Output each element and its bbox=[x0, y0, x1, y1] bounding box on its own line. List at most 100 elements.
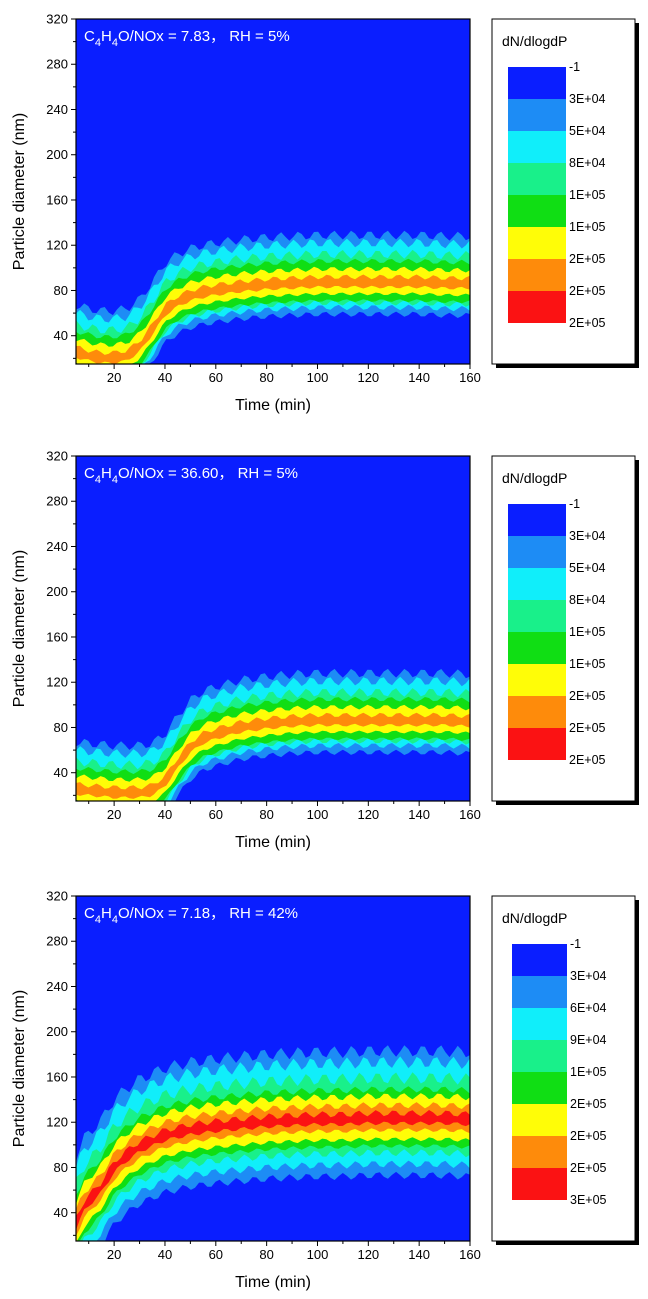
legend-label: 6E+04 bbox=[570, 1001, 607, 1015]
legend-label: 3E+05 bbox=[570, 1193, 607, 1207]
legend-label: 1E+05 bbox=[569, 220, 606, 234]
legend-label: 1E+05 bbox=[570, 1065, 607, 1079]
legend-swatch-8 bbox=[508, 291, 566, 323]
legend-swatch-5 bbox=[508, 195, 566, 227]
annotation-rest: O/NOx = 7.18， RH = 42% bbox=[118, 905, 298, 922]
legend-label: 5E+04 bbox=[569, 561, 606, 575]
x-tick-label: 160 bbox=[459, 1247, 481, 1262]
x-axis-label: Time (min) bbox=[235, 834, 311, 851]
legend-swatch-7 bbox=[508, 259, 566, 291]
x-axis-label: Time (min) bbox=[235, 397, 311, 414]
contour-level-5 bbox=[76, 704, 470, 801]
plot-frame bbox=[75, 18, 471, 365]
legend-swatch-7 bbox=[508, 696, 566, 728]
legend-swatch-6 bbox=[512, 1104, 567, 1136]
y-tick-label: 120 bbox=[46, 238, 68, 253]
x-tick-label: 160 bbox=[459, 370, 481, 385]
x-tick-label: 40 bbox=[158, 1247, 172, 1262]
x-tick-label: 80 bbox=[259, 807, 273, 822]
y-tick-label: 280 bbox=[46, 934, 68, 949]
x-tick-label: 60 bbox=[209, 1247, 223, 1262]
legend-label: 2E+05 bbox=[569, 284, 606, 298]
legend-swatch-4 bbox=[508, 163, 566, 195]
y-tick-label: 200 bbox=[46, 1024, 68, 1039]
legend-swatch-2 bbox=[508, 536, 566, 568]
legend-swatch-7 bbox=[512, 1136, 567, 1168]
legend-label: 2E+05 bbox=[570, 1097, 607, 1111]
legend-swatch-3 bbox=[508, 568, 566, 600]
x-tick-label: 100 bbox=[307, 807, 329, 822]
contour-field bbox=[76, 1045, 470, 1241]
annotation-sub1: 4 bbox=[95, 474, 101, 486]
y-tick-label: 80 bbox=[54, 1160, 68, 1175]
y-tick-label: 160 bbox=[46, 192, 68, 207]
contour-field bbox=[76, 230, 470, 364]
legend-swatch-6 bbox=[508, 227, 566, 259]
legend-swatch-6 bbox=[508, 664, 566, 696]
legend-label: 3E+04 bbox=[570, 969, 607, 983]
x-tick-label: 140 bbox=[408, 807, 430, 822]
y-tick-label: 80 bbox=[54, 720, 68, 735]
y-tick-label: 240 bbox=[46, 979, 68, 994]
y-tick-label: 40 bbox=[54, 765, 68, 780]
legend-swatch-1 bbox=[508, 504, 566, 536]
x-tick-label: 100 bbox=[307, 370, 329, 385]
y-tick-label: 320 bbox=[46, 449, 68, 464]
legend-swatch-3 bbox=[508, 131, 566, 163]
y-tick-label: 160 bbox=[46, 629, 68, 644]
y-tick-label: 240 bbox=[46, 539, 68, 554]
legend-swatch-8 bbox=[508, 728, 566, 760]
y-tick-label: 80 bbox=[54, 283, 68, 298]
annotation-rest: O/NOx = 7.83， RH = 5% bbox=[118, 28, 290, 45]
legend-swatch-5 bbox=[508, 632, 566, 664]
legend-swatch-2 bbox=[508, 99, 566, 131]
annotation-base: C bbox=[84, 465, 95, 482]
legend-swatch-2 bbox=[512, 976, 567, 1008]
y-tick-label: 160 bbox=[46, 1069, 68, 1084]
legend-label: 2E+05 bbox=[569, 753, 606, 767]
y-tick-label: 280 bbox=[46, 57, 68, 72]
legend-label: 2E+05 bbox=[569, 316, 606, 330]
legend-label: 1E+05 bbox=[569, 625, 606, 639]
x-tick-label: 20 bbox=[107, 370, 121, 385]
legend-label: 2E+05 bbox=[569, 689, 606, 703]
legend-label: -1 bbox=[570, 937, 581, 951]
annotation-base: C bbox=[84, 905, 95, 922]
contour-level-7 bbox=[76, 1110, 470, 1231]
condition-annotation: C4H4O/NOx = 7.18， RH = 42% bbox=[84, 905, 298, 926]
legend-swatch-1 bbox=[508, 67, 566, 99]
legend-label: 8E+04 bbox=[569, 156, 606, 170]
y-tick-label: 280 bbox=[46, 494, 68, 509]
legend-label: 2E+05 bbox=[569, 252, 606, 266]
x-tick-label: 80 bbox=[259, 370, 273, 385]
x-tick-label: 120 bbox=[357, 807, 379, 822]
x-tick-label: 120 bbox=[357, 370, 379, 385]
legend-label: -1 bbox=[569, 60, 580, 74]
condition-annotation: C4H4O/NOx = 7.83， RH = 5% bbox=[84, 28, 290, 49]
legend-label: 5E+04 bbox=[569, 124, 606, 138]
chart-panel-2: 20 40 60 80 100 120 140 160 40 80 120 160 200 240 280 3… bbox=[11, 449, 639, 851]
annotation-base: C bbox=[84, 28, 95, 45]
contour-level-6 bbox=[76, 712, 470, 799]
chart-panel-1: 20 40 60 80 100 120 140 160 40 80 120 160 200 240 280 3… bbox=[11, 12, 639, 414]
annotation-sub2: 4 bbox=[112, 474, 118, 486]
x-tick-label: 120 bbox=[357, 1247, 379, 1262]
x-tick-label: 140 bbox=[408, 1247, 430, 1262]
legend-label: 2E+05 bbox=[569, 721, 606, 735]
y-axis-label: Particle diameter (nm) bbox=[11, 113, 28, 270]
annotation-sub1: 4 bbox=[95, 37, 101, 49]
condition-annotation: C4H4O/NOx = 36.60， RH = 5% bbox=[84, 465, 298, 486]
legend-label: 8E+04 bbox=[569, 593, 606, 607]
legend-label: 9E+04 bbox=[570, 1033, 607, 1047]
annotation-mid1: H bbox=[101, 28, 112, 45]
y-tick-label: 120 bbox=[46, 675, 68, 690]
y-tick-label: 200 bbox=[46, 584, 68, 599]
legend-title: dN/dlogdP bbox=[502, 470, 567, 486]
x-tick-label: 20 bbox=[107, 807, 121, 822]
legend-label: 1E+05 bbox=[569, 188, 606, 202]
annotation-rest: O/NOx = 36.60， RH = 5% bbox=[118, 465, 298, 482]
legend-label: -1 bbox=[569, 497, 580, 511]
annotation-sub1: 4 bbox=[95, 914, 101, 926]
x-tick-label: 20 bbox=[107, 1247, 121, 1262]
